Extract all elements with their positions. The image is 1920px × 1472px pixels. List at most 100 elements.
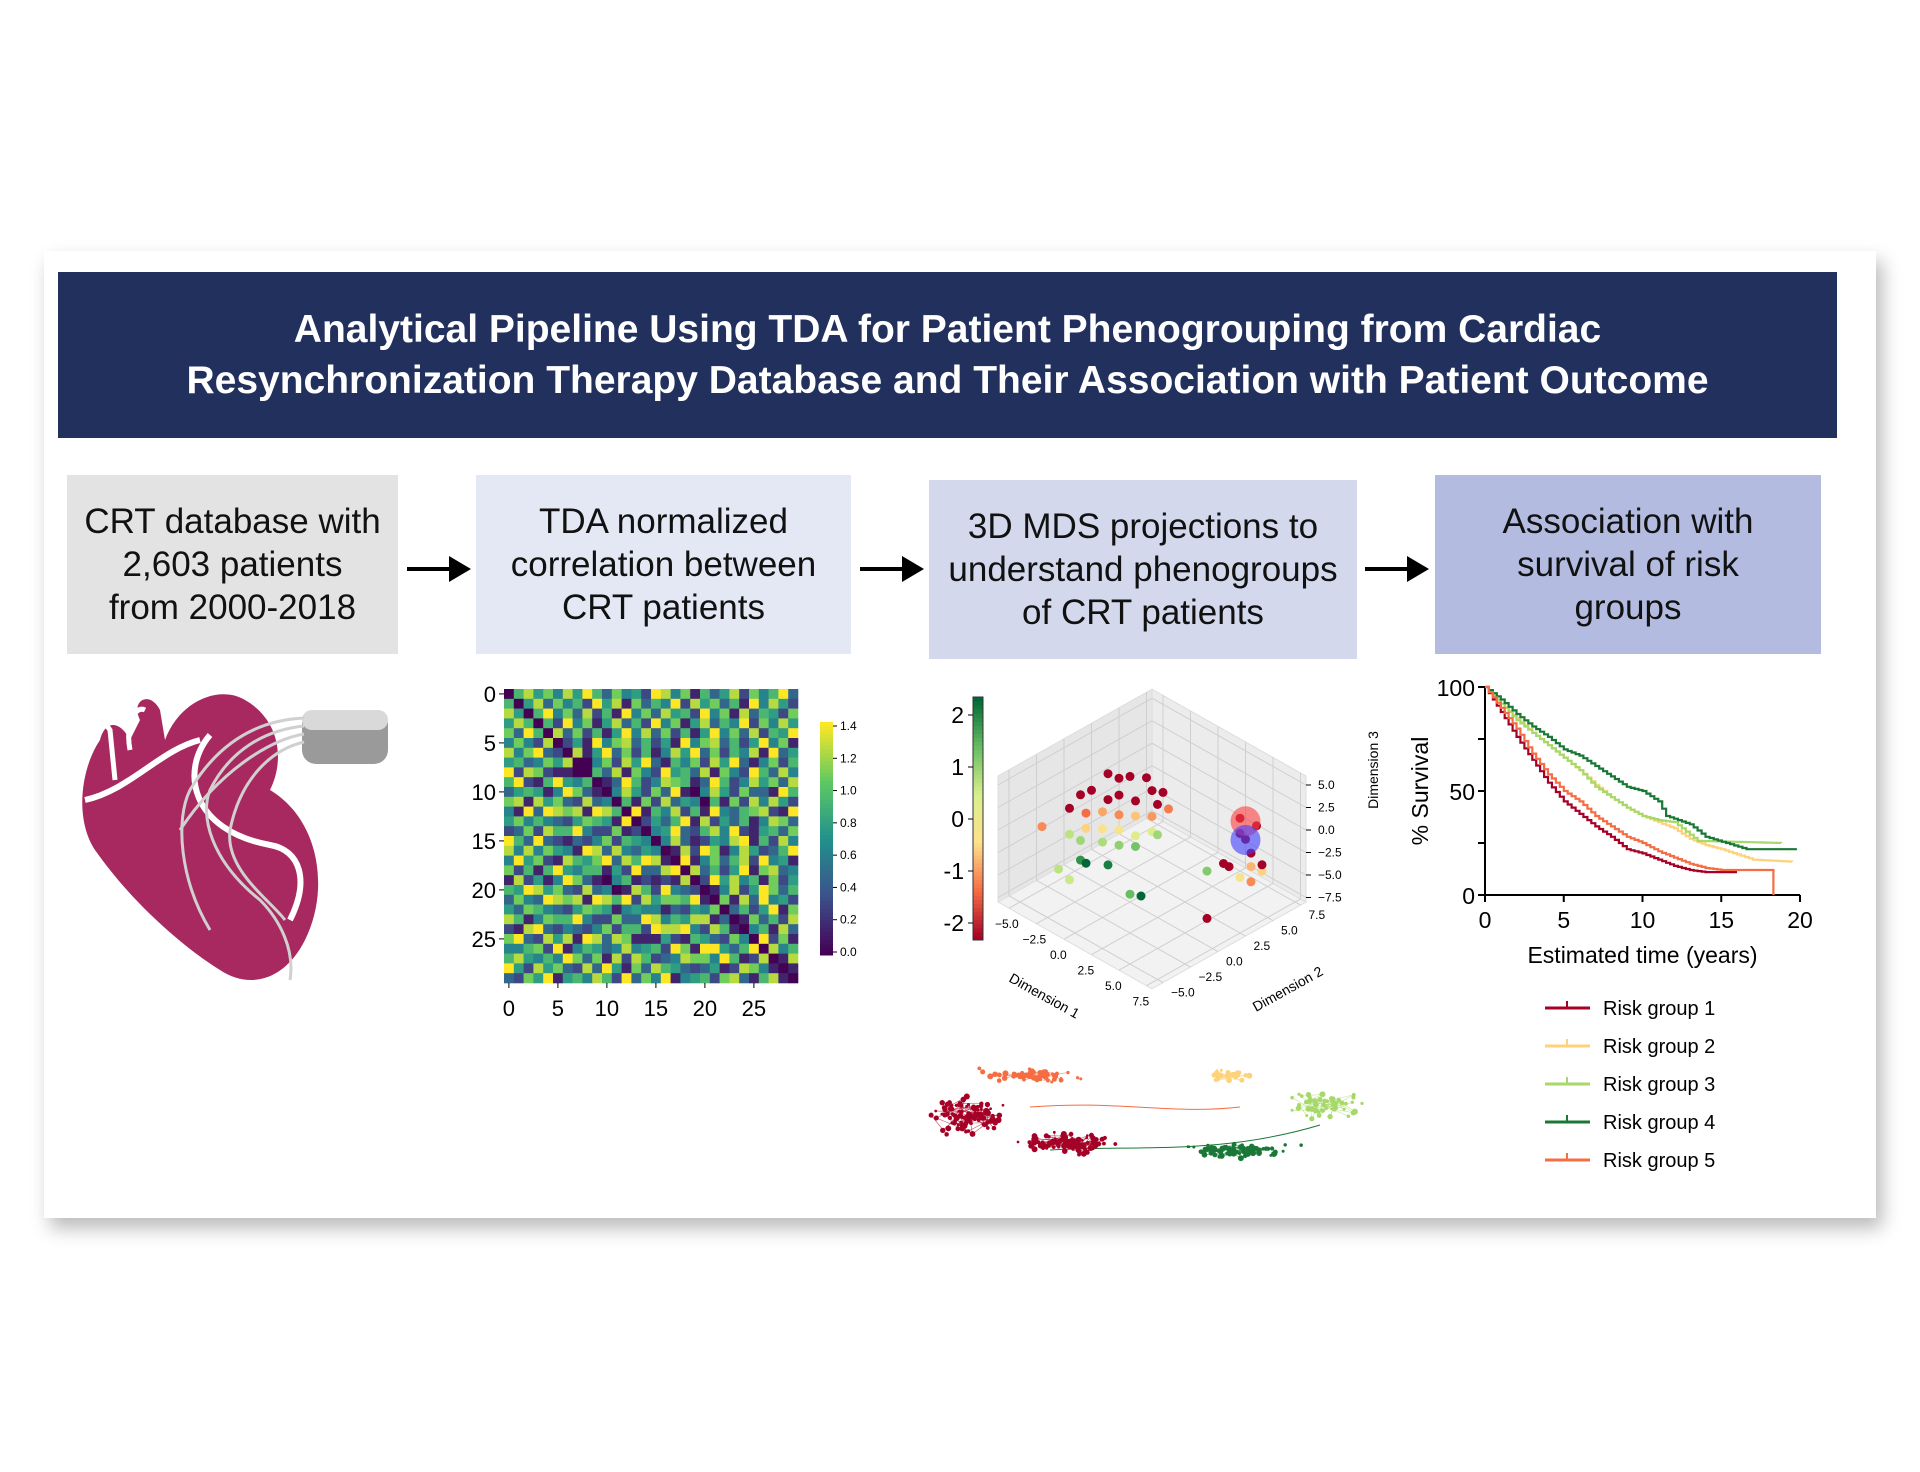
colorbar-segment	[973, 806, 983, 811]
heatmap-cell	[611, 816, 622, 827]
heatmap-cell	[680, 806, 691, 817]
heatmap-cell	[602, 738, 613, 749]
heatmap-cell	[651, 806, 662, 817]
network-node	[1001, 1075, 1008, 1081]
network-node	[1220, 1153, 1224, 1157]
heatmap-cell	[719, 747, 730, 758]
heatmap-cell	[660, 953, 671, 964]
heatmap-cell	[709, 816, 720, 827]
heatmap-cell	[749, 894, 760, 905]
heatmap-cell	[768, 924, 779, 935]
mds-3d-scatter: −5.0−2.50.02.55.07.5−5.0−2.50.02.55.07.5…	[944, 688, 1381, 1022]
heatmap-cell	[641, 757, 652, 768]
heatmap-cell	[611, 855, 622, 866]
heatmap-cell	[504, 757, 515, 768]
heatmap-cell	[758, 698, 769, 709]
colorbar-segment	[820, 857, 833, 863]
heatmap-cell	[670, 718, 681, 729]
heatmap-cell	[631, 934, 642, 945]
heatmap-cell	[709, 767, 720, 778]
data-point	[1257, 860, 1267, 870]
heatmap-cell	[680, 826, 691, 837]
heatmap-cell	[533, 796, 544, 807]
network-node	[1027, 1140, 1032, 1145]
heatmap-cell	[729, 875, 740, 886]
heatmap-cell	[651, 738, 662, 749]
heatmap-cell	[513, 894, 524, 905]
heatmap-cell	[739, 885, 750, 896]
step-text: of CRT patients	[1022, 593, 1264, 632]
heatmap-cell	[690, 914, 701, 925]
heatmap-cell	[729, 816, 740, 827]
heatmap-cell	[602, 973, 613, 984]
heatmap-cell	[700, 806, 711, 817]
colorbar-segment	[973, 907, 983, 913]
heatmap-cell	[709, 904, 720, 915]
heatmap-cell	[641, 875, 652, 886]
network-node	[1067, 1141, 1071, 1145]
heatmap-cell	[651, 836, 662, 847]
heatmap-cell	[592, 767, 603, 778]
heatmap-cell	[533, 904, 544, 915]
heatmap-cell	[523, 904, 534, 915]
colorbar-segment	[973, 814, 983, 819]
step-text: 2,603 patients	[122, 545, 343, 584]
network-node	[1330, 1107, 1333, 1111]
heatmap-cell	[768, 767, 779, 778]
network-node	[1079, 1077, 1083, 1081]
heatmap-cell	[621, 953, 632, 964]
x-tick-label: 5	[1557, 907, 1570, 933]
heatmap-cell	[660, 904, 671, 915]
heatmap-cell	[611, 894, 622, 905]
heatmap-cell	[611, 836, 622, 847]
heatmap-cell	[670, 698, 681, 709]
highlight-sphere	[1230, 824, 1261, 855]
heatmap-cell	[768, 904, 779, 915]
heatmap-cell	[749, 865, 760, 876]
network-node	[1350, 1100, 1354, 1104]
heatmap-cell	[582, 865, 593, 876]
heatmap-cell	[504, 826, 515, 837]
heatmap-cell	[788, 747, 799, 758]
heatmap-cell	[572, 836, 583, 847]
heatmap-cell	[592, 806, 603, 817]
network-node	[984, 1101, 991, 1108]
heatmap-cell	[543, 777, 554, 788]
heatmap-cell	[641, 728, 652, 739]
network-node	[1102, 1141, 1106, 1146]
step-text: TDA normalized	[539, 502, 788, 541]
heatmap-cell	[553, 875, 564, 886]
heatmap-cell	[572, 973, 583, 984]
network-node	[942, 1112, 948, 1118]
heatmap-cell	[621, 796, 632, 807]
colorbar-tick-label: 0.0	[840, 945, 857, 959]
network-node	[1064, 1135, 1069, 1140]
heatmap-cell	[562, 894, 573, 905]
network-node	[1073, 1141, 1079, 1147]
heatmap-cell	[553, 934, 564, 945]
heatmap-cell	[719, 787, 730, 798]
heatmap-cell	[602, 806, 613, 817]
heatmap-cell	[621, 885, 632, 896]
colorbar-segment	[973, 810, 983, 815]
legend-label: Risk group 1	[1603, 998, 1715, 1020]
heatmap-cell	[778, 826, 789, 837]
heatmap-cell	[592, 845, 603, 856]
heatmap-cell	[749, 806, 760, 817]
heatmap-cell	[513, 943, 524, 954]
heatmap-cell	[709, 747, 720, 758]
data-point	[1235, 872, 1245, 882]
heatmap-cell	[641, 904, 652, 915]
heatmap-cell	[788, 943, 799, 954]
heatmap-cell	[631, 718, 642, 729]
network-node	[1051, 1076, 1057, 1082]
tda-network-graph	[928, 1066, 1364, 1162]
colorbar-tick-label: 0.4	[840, 880, 857, 894]
heatmap-cell	[611, 885, 622, 896]
heatmap-cell	[572, 855, 583, 866]
heatmap-cell	[611, 914, 622, 925]
heatmap-cell	[631, 973, 642, 984]
heatmap-cell	[572, 953, 583, 964]
z-tick-label: 2.5	[1318, 801, 1335, 815]
network-node	[1325, 1099, 1330, 1104]
